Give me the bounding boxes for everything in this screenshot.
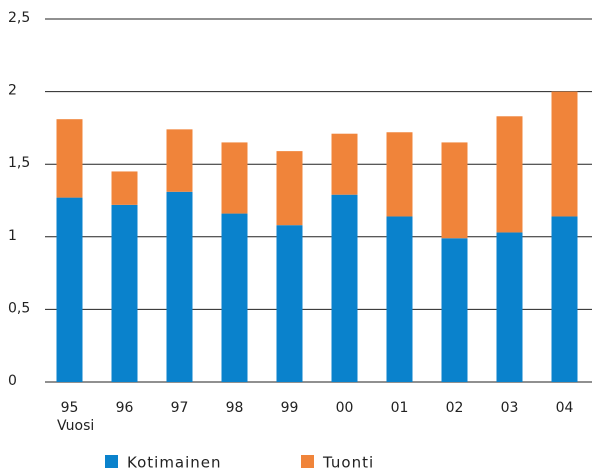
bar-segment — [386, 132, 413, 217]
y-tick-label: 1 — [8, 228, 17, 244]
bar-segment — [551, 91, 578, 217]
bar-segment — [441, 238, 468, 382]
legend-label: Tuonti — [322, 454, 374, 472]
y-tick-label: 1,5 — [8, 155, 30, 171]
x-tick-label: 00 — [336, 400, 354, 416]
bar-segment — [441, 142, 468, 239]
bar-segment — [221, 213, 248, 382]
x-tick-label: 95 — [61, 400, 79, 416]
y-tick-label: 0 — [8, 373, 17, 389]
bar-segment — [56, 197, 83, 382]
legend-swatch — [301, 455, 314, 468]
bar-segment — [496, 232, 523, 382]
y-tick-label: 2,5 — [8, 10, 30, 26]
bar-segment — [56, 119, 83, 198]
bar-segment — [276, 151, 303, 226]
y-tick-label: 2 — [8, 83, 17, 99]
y-tick-label: 0,5 — [8, 300, 30, 316]
bar-segment — [166, 191, 193, 382]
bar-segment — [386, 216, 413, 382]
x-tick-label: 96 — [116, 400, 134, 416]
bar-segment — [166, 129, 193, 192]
bar-segment — [551, 216, 578, 382]
bar-segment — [276, 225, 303, 382]
bar-segment — [111, 171, 138, 205]
x-tick-label: 04 — [556, 400, 574, 416]
x-axis-label: Vuosi — [57, 418, 94, 434]
x-tick-label: 98 — [226, 400, 244, 416]
x-tick-label: 02 — [446, 400, 464, 416]
bar-segment — [111, 204, 138, 382]
x-tick-label: 99 — [281, 400, 299, 416]
legend-swatch — [105, 455, 118, 468]
bar-segment — [496, 116, 523, 233]
x-tick-label: 01 — [391, 400, 409, 416]
legend-label: Kotimainen — [127, 454, 222, 472]
x-tick-label: 97 — [171, 400, 189, 416]
bar-segment — [331, 133, 358, 195]
bar-segment — [221, 142, 248, 214]
bar-segment — [331, 194, 358, 382]
x-tick-label: 03 — [501, 400, 519, 416]
